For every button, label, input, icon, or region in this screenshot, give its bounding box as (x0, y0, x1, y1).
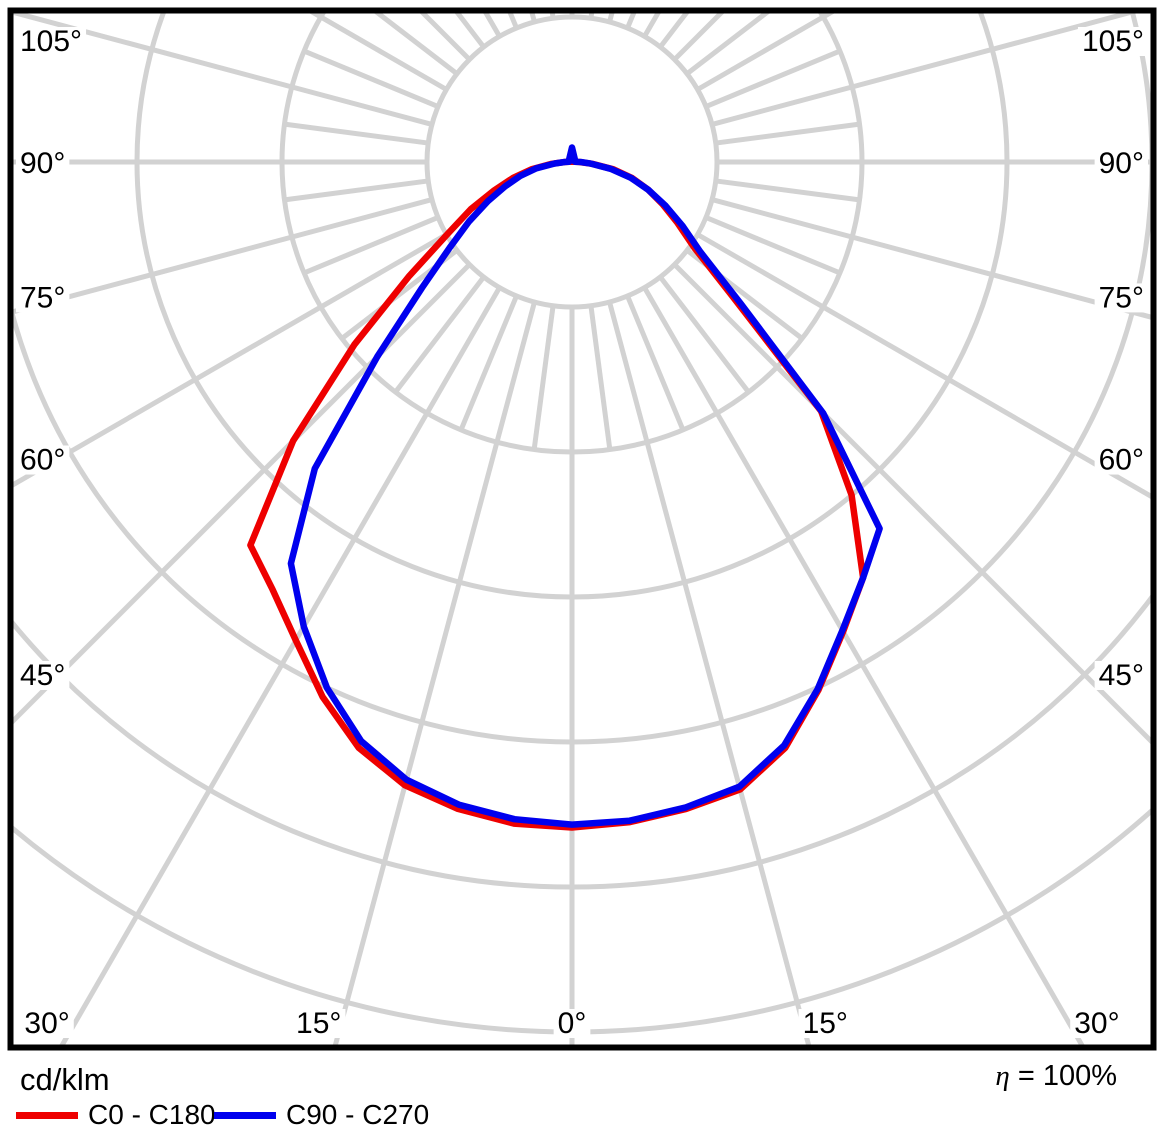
legend: C0 - C180 C90 - C270 (0, 1096, 1164, 1136)
angle-label-halo (1094, 445, 1148, 475)
angle-label-halo (1094, 661, 1148, 690)
angle-gridline-minor (705, 48, 841, 109)
angle-label-halo (292, 1009, 346, 1038)
angle-label-halo (16, 27, 87, 56)
angle-label: 15° (296, 1007, 341, 1040)
angle-gridline-minor (458, 295, 519, 431)
legend-swatch-blue (214, 1112, 276, 1119)
angle-gridline-minor (715, 178, 860, 203)
angle-label-halo (553, 1009, 591, 1038)
legend-entry-c0-c180: C0 - C180 (16, 1096, 216, 1136)
legend-label-c90-c270: C90 - C270 (286, 1099, 430, 1130)
angle-gridline-minor (303, 215, 439, 276)
eta-symbol: η (995, 1060, 1010, 1092)
angle-gridline-minor (531, 305, 556, 450)
angle-label: 75° (20, 281, 65, 314)
r-gridline-circle (13, 808, 1151, 1035)
plot-border (7, 7, 1157, 1051)
angle-label: 45° (20, 659, 65, 692)
angle-gridline-major (696, 232, 1151, 499)
angle-label: 90° (1099, 147, 1144, 180)
angle-gridline-major (13, 197, 433, 315)
angle-label: 30° (1074, 1007, 1119, 1040)
light-output-ratio-label: η = 100% (995, 1060, 1117, 1093)
curve-c90-c270 (287, 144, 883, 828)
angle-gridline-minor (393, 275, 486, 394)
angle-gridline-minor (284, 121, 429, 146)
angle-gridline-minor (715, 121, 860, 146)
legend-entry-c90-c270: C90 - C270 (214, 1096, 429, 1136)
angle-label: 0° (558, 1007, 587, 1040)
angle-label-halo (16, 445, 70, 475)
angle-gridline-minor (685, 13, 770, 76)
angle-gridline-minor (588, 305, 613, 450)
curve-c0-c180 (247, 158, 867, 831)
angle-gridline-minor (658, 13, 690, 49)
angle-label-halo (16, 283, 70, 313)
intensity-curves (247, 144, 883, 831)
angle-gridline-major (642, 286, 1085, 1045)
angle-gridline-minor (705, 215, 841, 276)
angle-gridline-minor (374, 13, 459, 76)
angle-label: 75° (1099, 281, 1144, 314)
angle-label-halo (1077, 27, 1148, 56)
angle-label-halo (1070, 1009, 1124, 1038)
angle-gridline-minor (454, 13, 486, 49)
angle-gridline-minor (303, 48, 439, 109)
angle-gridline-minor (625, 295, 686, 431)
angle-labels: 45° 45° 60° 60° 75° 75° 90° 90° 105° 105° 0° 15° 15°… (16, 25, 1148, 1040)
angle-label: 45° (1099, 659, 1144, 692)
r-gridline-circle (13, 594, 1151, 890)
angle-gridline-major (13, 262, 472, 725)
angle-gridline-major (711, 197, 1151, 320)
angle-gridline-minor (658, 275, 751, 394)
legend-unit-label: cd/klm (20, 1062, 110, 1097)
angle-label: 105° (20, 25, 82, 58)
eta-value: = 100% (1009, 1060, 1117, 1092)
angle-label: 90° (20, 147, 65, 180)
angle-gridline-minor (284, 178, 429, 203)
angle-gridline-major (59, 286, 502, 1045)
angle-label-halo (1094, 283, 1148, 313)
angle-gridline-major (711, 13, 1136, 127)
angle-label: 15° (803, 1007, 848, 1040)
angle-label-halo (16, 661, 70, 690)
angle-label: 105° (1082, 25, 1144, 58)
angle-gridline-major (607, 301, 812, 1045)
angle-label: 60° (20, 444, 65, 477)
angle-label-halo (16, 149, 70, 178)
angle-label: 60° (1099, 444, 1144, 477)
r-gridline-circle (13, 13, 1151, 745)
legend-label-c0-c180: C0 - C180 (88, 1099, 216, 1130)
angle-label: 30° (24, 1007, 69, 1040)
angle-label-halo (798, 1009, 852, 1038)
angle-gridline-major (13, 232, 448, 488)
angle-label-halo (1094, 149, 1148, 178)
angle-label-halo (20, 1009, 74, 1038)
legend-swatch-red (16, 1112, 78, 1119)
angle-gridline-major (13, 13, 433, 127)
angle-gridline-major (332, 301, 537, 1045)
